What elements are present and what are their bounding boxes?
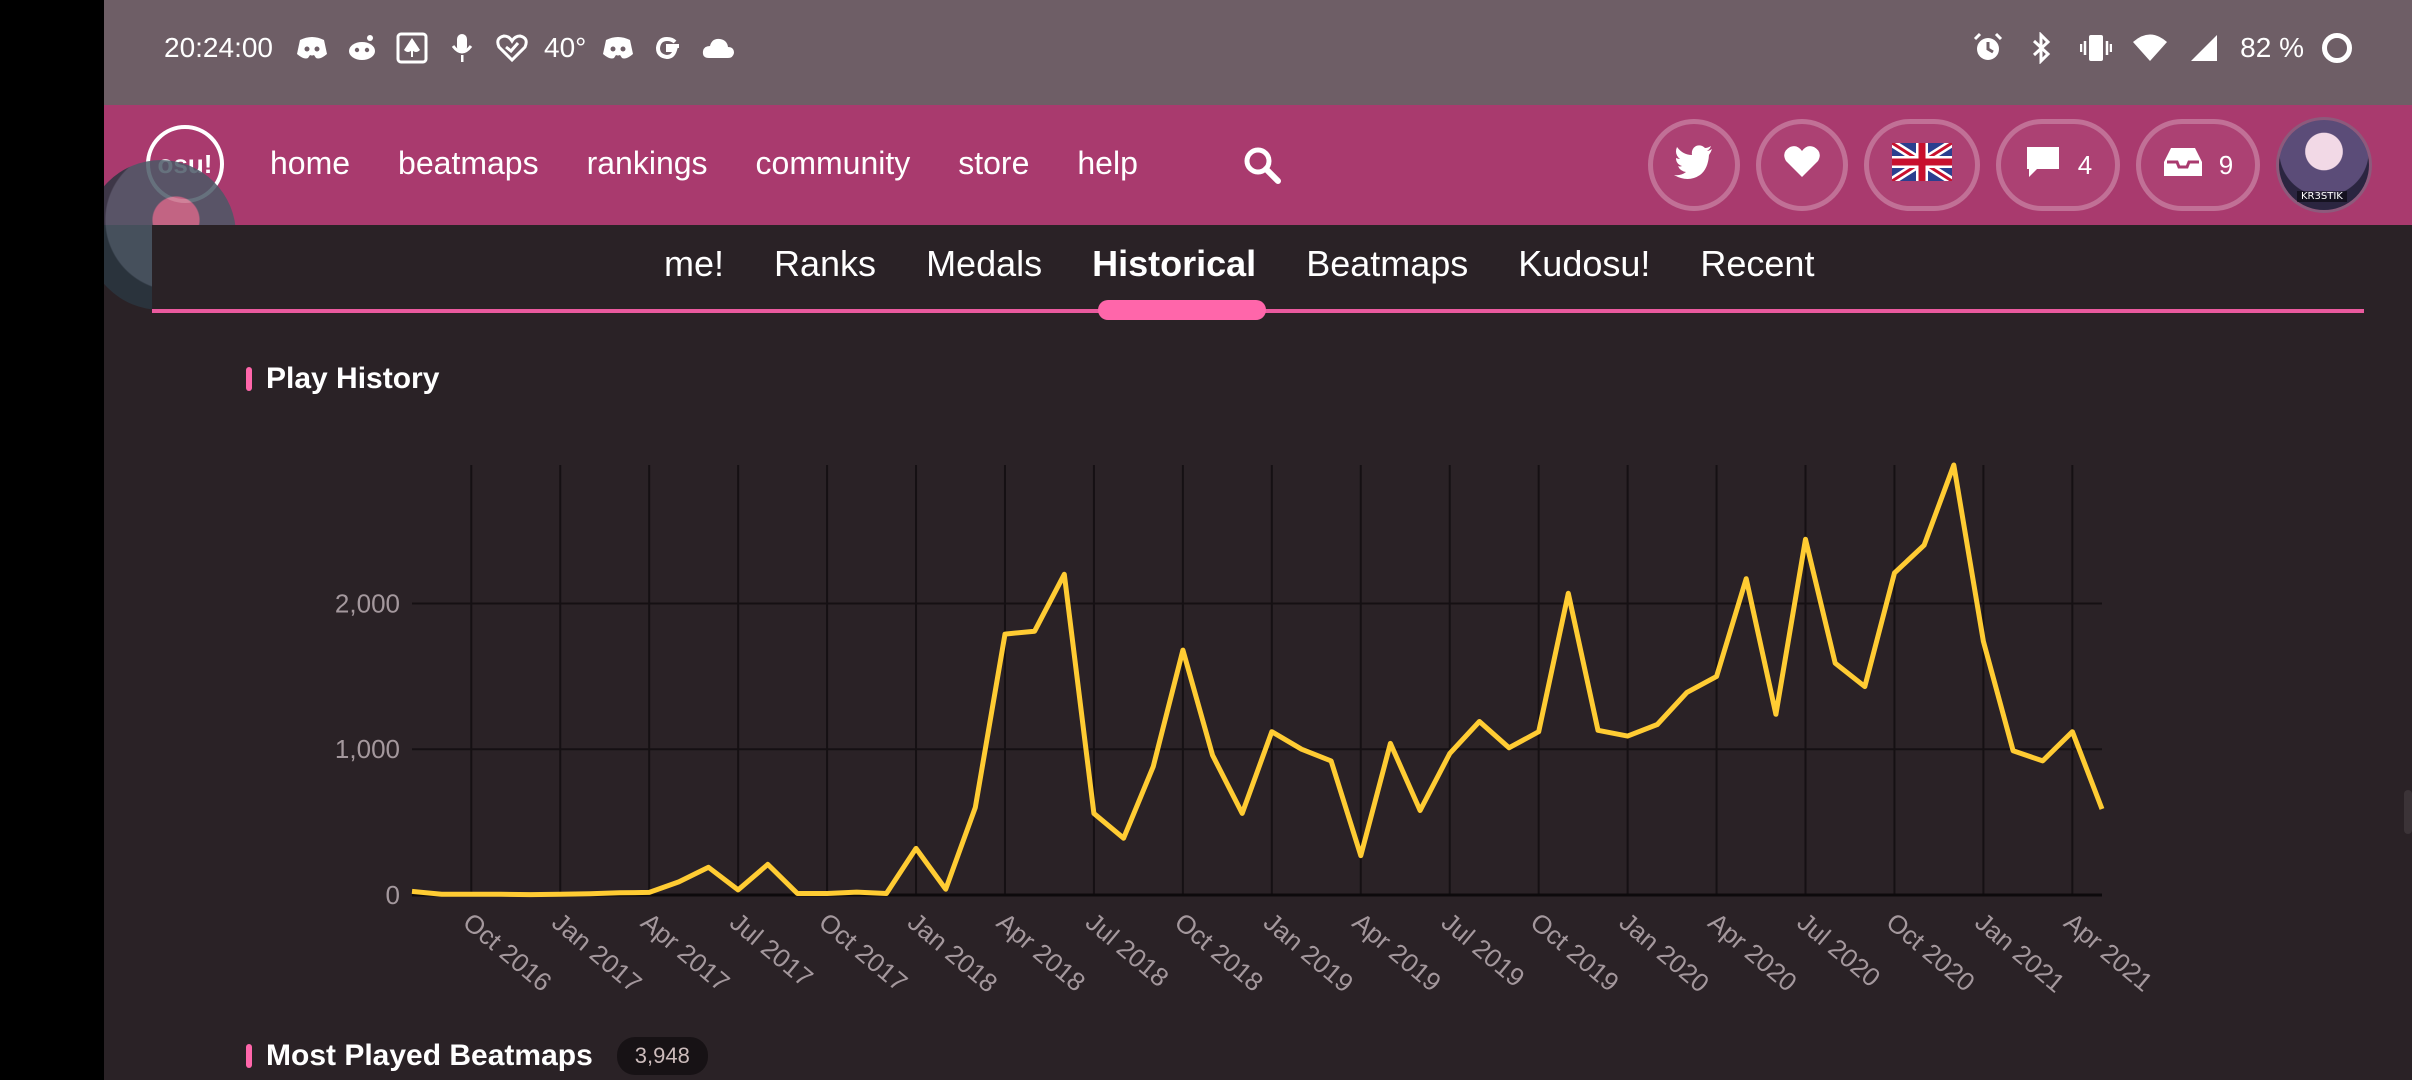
alarm-icon: [1970, 30, 2006, 66]
tab-beatmaps[interactable]: Beatmaps: [1306, 243, 1469, 284]
status-notification-icons: 40°: [294, 30, 736, 66]
tab-kudosu[interactable]: Kudosu!: [1518, 243, 1651, 284]
inbox-icon: [2163, 146, 2203, 185]
spade-icon: [394, 30, 430, 66]
x-tick-label: Oct 2019: [1525, 907, 1625, 998]
discord-icon: [600, 30, 636, 66]
chat-bubble-icon: [2024, 145, 2062, 186]
x-tick-label: Oct 2018: [1169, 907, 1269, 998]
nav-link-beatmaps[interactable]: beatmaps: [398, 145, 539, 181]
play-history-title: Play History: [266, 362, 440, 395]
heart-icon: [1783, 145, 1821, 186]
cloud-icon: [700, 30, 736, 66]
nav-links: home beatmaps rankings community store h…: [270, 145, 1138, 182]
top-nav: osu! home beatmaps rankings community st…: [104, 105, 2412, 225]
active-tab-indicator: [1098, 300, 1266, 320]
nav-link-help[interactable]: help: [1077, 145, 1138, 181]
reddit-icon: [344, 30, 380, 66]
x-tick-label: Oct 2016: [457, 907, 557, 998]
x-tick-label: Jul 2019: [1436, 907, 1531, 993]
temperature-text: 40°: [544, 32, 587, 63]
x-tick-label: Jan 2018: [902, 907, 1003, 999]
x-tick-label: Jan 2017: [546, 907, 647, 999]
status-bar: 20:24:00 40°: [104, 0, 2412, 105]
y-tick-label: 2,000: [335, 588, 400, 618]
x-tick-label: Jan 2019: [1258, 907, 1359, 999]
twitter-icon: [1674, 144, 1714, 186]
language-button[interactable]: [1864, 119, 1980, 211]
x-tick-label: Jan 2021: [1970, 907, 2071, 999]
profile-tabs: me! Ranks Medals Historical Beatmaps Kud…: [152, 225, 2364, 320]
tab-historical[interactable]: Historical: [1092, 243, 1257, 284]
wifi-icon: [2132, 30, 2168, 66]
status-system-icons: 82 %: [1970, 30, 2352, 66]
heart-check-icon: [494, 30, 530, 66]
signal-icon: [2186, 30, 2222, 66]
x-tick-label: Apr 2019: [1347, 907, 1447, 998]
tab-ranks[interactable]: Ranks: [774, 243, 877, 284]
status-time: 20:24:00: [164, 32, 273, 63]
y-tick-label: 1,000: [335, 734, 400, 764]
notifications-button[interactable]: 9: [2136, 119, 2260, 211]
app-screen: 20:24:00 40°: [104, 0, 2412, 1080]
nav-actions: 4 9 KR3STIK: [1648, 117, 2372, 213]
tab-me[interactable]: me!: [664, 243, 725, 284]
notifications-count: 9: [2218, 149, 2234, 180]
uk-flag-icon: [1889, 139, 1955, 188]
avatar-tag: KR3STIK: [2297, 191, 2347, 202]
play-history-header: Play History: [246, 362, 439, 396]
scrollbar[interactable]: [2404, 790, 2412, 834]
x-tick-label: Oct 2020: [1881, 907, 1981, 998]
discord-icon: [294, 30, 330, 66]
most-played-count: 3,948: [616, 1037, 708, 1075]
x-tick-label: Jul 2017: [724, 907, 819, 993]
bluetooth-icon: [2024, 30, 2060, 66]
vibrate-icon: [2078, 30, 2114, 66]
tab-recent[interactable]: Recent: [1700, 243, 1815, 284]
most-played-title: Most Played Beatmaps: [266, 1039, 593, 1072]
twitter-button[interactable]: [1648, 119, 1740, 211]
nav-link-store[interactable]: store: [958, 145, 1030, 181]
y-tick-label: 0: [386, 880, 400, 910]
support-button[interactable]: [1756, 119, 1848, 211]
search-icon[interactable]: [1242, 145, 1282, 185]
battery-icon: [2322, 33, 2352, 63]
most-played-header: Most Played Beatmaps 3,948: [246, 1037, 708, 1075]
chat-button[interactable]: 4: [1996, 119, 2120, 211]
google-icon: [650, 30, 686, 66]
x-tick-label: Apr 2020: [1703, 907, 1803, 998]
nav-link-rankings[interactable]: rankings: [586, 145, 708, 181]
x-tick-label: Apr 2018: [991, 907, 1091, 998]
tab-medals[interactable]: Medals: [926, 243, 1043, 284]
x-tick-label: Jul 2018: [1080, 907, 1175, 993]
section-marker: [246, 1044, 252, 1068]
x-tick-label: Apr 2017: [635, 907, 735, 998]
battery-percent: 82 %: [2240, 32, 2304, 63]
nav-link-home[interactable]: home: [270, 145, 351, 181]
profile-content: me! Ranks Medals Historical Beatmaps Kud…: [152, 225, 2364, 1080]
x-tick-label: Oct 2017: [813, 907, 913, 998]
user-avatar[interactable]: KR3STIK: [2276, 117, 2372, 213]
x-tick-label: Jan 2020: [1614, 907, 1715, 999]
chat-count: 4: [2077, 149, 2093, 180]
x-tick-label: Jul 2020: [1792, 907, 1887, 993]
nav-link-community[interactable]: community: [755, 145, 911, 181]
microphone-icon: [444, 30, 480, 66]
play-history-line: [411, 462, 2105, 898]
section-marker: [246, 367, 252, 391]
x-tick-label: Apr 2021: [2058, 907, 2158, 998]
